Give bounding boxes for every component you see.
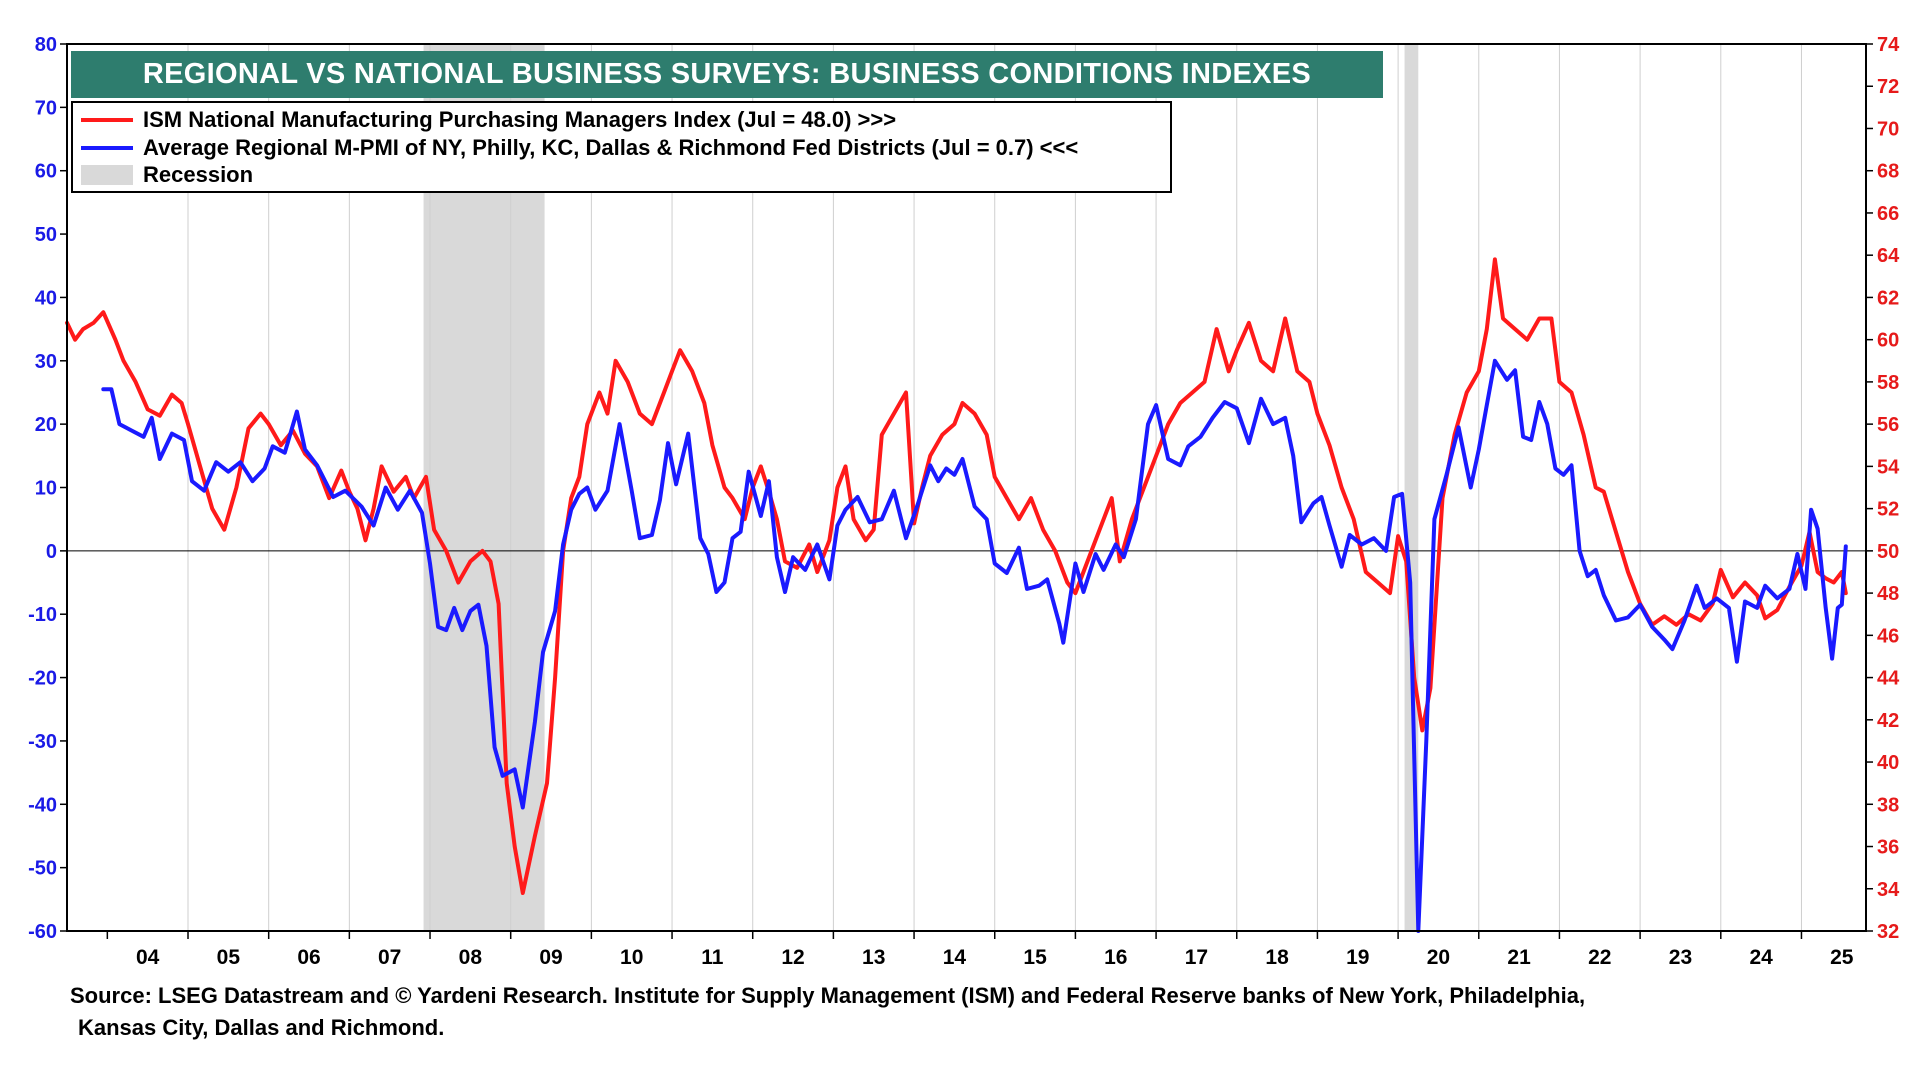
x-tick-label: 15	[1023, 946, 1047, 969]
x-tick-label: 25	[1830, 946, 1854, 969]
left-tick-label: -50	[28, 858, 57, 880]
right-tick-label: 40	[1877, 752, 1899, 774]
left-tick-label: 0	[46, 541, 57, 563]
right-tick-label: 68	[1877, 161, 1899, 183]
left-tick-label: -20	[28, 668, 57, 690]
x-tick-label: 21	[1507, 946, 1531, 969]
right-tick-label: 42	[1877, 710, 1899, 732]
x-tick-label: 04	[136, 946, 160, 969]
left-tick-label: 70	[35, 97, 57, 119]
x-tick-label: 09	[539, 946, 562, 969]
left-tick-label: -30	[28, 731, 57, 753]
left-tick-label: -10	[28, 604, 57, 626]
right-tick-label: 38	[1877, 794, 1899, 816]
right-tick-label: 72	[1877, 76, 1899, 98]
x-tick-label: 13	[862, 946, 885, 969]
right-tick-label: 56	[1877, 414, 1899, 436]
x-tick-label: 07	[378, 946, 401, 969]
right-tick-label: 32	[1877, 921, 1899, 943]
left-tick-label: 50	[35, 224, 57, 246]
right-tick-label: 52	[1877, 499, 1899, 521]
x-tick-label: 22	[1588, 946, 1611, 969]
left-tick-label: 40	[35, 287, 57, 309]
legend-item-regional: Average Regional M-PMI of NY, Philly, KC…	[81, 135, 1078, 161]
left-tick-label: -60	[28, 921, 57, 943]
legend-label-recession: Recession	[143, 162, 254, 187]
x-tick-label: 19	[1346, 946, 1369, 969]
source-line-1: Source: LSEG Datastream and © Yardeni Re…	[70, 983, 1586, 1008]
legend: ISM National Manufacturing Purchasing Ma…	[71, 101, 1172, 193]
right-tick-label: 64	[1877, 245, 1900, 267]
x-tick-label: 16	[1104, 946, 1127, 969]
right-tick-label: 36	[1877, 837, 1899, 859]
chart-title: REGIONAL VS NATIONAL BUSINESS SURVEYS: B…	[71, 51, 1383, 98]
recession-swatch	[81, 165, 133, 185]
x-tick-label: 23	[1669, 946, 1692, 969]
source-line-2: Kansas City, Dallas and Richmond.	[78, 1015, 445, 1040]
x-tick-label: 18	[1265, 946, 1289, 969]
legend-item-ism: ISM National Manufacturing Purchasing Ma…	[81, 107, 896, 133]
x-tick-label: 05	[217, 946, 241, 969]
left-tick-label: 30	[35, 351, 57, 373]
x-tick-label: 08	[459, 946, 483, 969]
right-tick-label: 74	[1877, 34, 1900, 56]
regional-swatch	[81, 146, 133, 150]
right-tick-label: 66	[1877, 203, 1899, 225]
right-tick-label: 34	[1877, 879, 1900, 901]
right-tick-label: 58	[1877, 372, 1899, 394]
left-tick-label: 10	[35, 478, 57, 500]
left-tick-label: 60	[35, 161, 57, 183]
legend-item-recession: Recession	[81, 162, 253, 188]
ism-swatch	[81, 118, 133, 122]
right-tick-label: 46	[1877, 625, 1899, 647]
source-note: Source: LSEG Datastream and © Yardeni Re…	[70, 980, 1870, 1044]
series-lines	[65, 257, 1848, 933]
right-y-axis: 32 34 36 38 40 42 44 46 48 50 52 54 56 58 60 62 64 66 68 70…	[1866, 34, 1900, 943]
left-tick-label: 20	[35, 414, 57, 436]
right-tick-label: 60	[1877, 330, 1899, 352]
x-tick-label: 14	[943, 946, 967, 969]
legend-label-regional: Average Regional M-PMI of NY, Philly, KC…	[143, 135, 1079, 160]
x-tick-label: 12	[781, 946, 804, 969]
x-tick-label: 06	[297, 946, 320, 969]
left-tick-label: 80	[35, 34, 57, 56]
plot-frame	[66, 43, 1867, 932]
x-tick-label: 11	[701, 946, 724, 969]
right-tick-label: 48	[1877, 583, 1899, 605]
right-tick-label: 44	[1877, 668, 1900, 690]
right-tick-label: 70	[1877, 118, 1899, 140]
x-tick-label: 10	[620, 946, 643, 969]
right-tick-label: 62	[1877, 287, 1899, 309]
left-y-axis: -60 -50 -40 -30 -20 -10 0 10 20 30 40 50 60 70 80	[28, 34, 67, 943]
legend-label-ism: ISM National Manufacturing Purchasing Ma…	[143, 107, 897, 132]
right-tick-label: 54	[1877, 456, 1900, 478]
right-tick-label: 50	[1877, 541, 1899, 563]
regional-series-line	[101, 358, 1848, 933]
left-tick-label: -40	[28, 794, 57, 816]
x-tick-label: 20	[1427, 946, 1450, 969]
x-tick-label: 17	[1185, 946, 1208, 969]
x-tick-label: 24	[1749, 946, 1773, 969]
x-axis: 04 05 06 07 08 09 10 11 12 13 14 15 16 17 18 19 20 21 22 23…	[106, 931, 1854, 969]
